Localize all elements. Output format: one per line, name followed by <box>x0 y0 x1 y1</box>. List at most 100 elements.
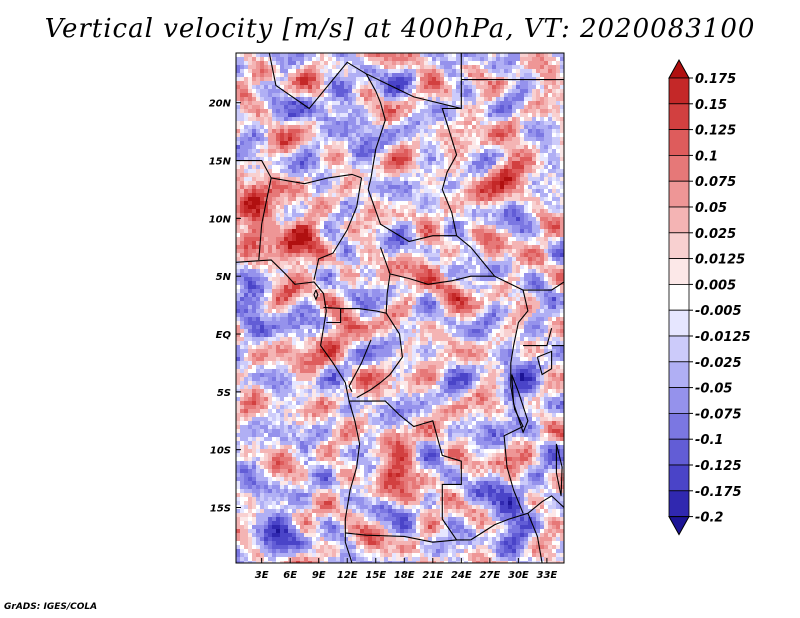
field-cell <box>512 245 516 249</box>
field-cell <box>392 181 396 185</box>
field-cell <box>300 141 304 145</box>
field-cell <box>352 157 356 161</box>
field-cell <box>404 57 408 61</box>
field-cell <box>364 205 368 209</box>
field-cell <box>472 57 476 61</box>
field-cell <box>272 85 276 89</box>
field-cell <box>456 209 460 213</box>
field-cell <box>548 301 552 305</box>
field-cell <box>532 285 536 289</box>
field-cell <box>524 257 528 261</box>
field-cell <box>524 289 528 293</box>
field-cell <box>504 61 508 65</box>
field-cell <box>464 121 468 125</box>
field-cell <box>552 153 556 157</box>
field-cell <box>472 173 476 177</box>
field-cell <box>420 237 424 241</box>
field-cell <box>404 305 408 309</box>
field-cell <box>492 245 496 249</box>
field-cell <box>464 133 468 137</box>
field-cell <box>260 149 264 153</box>
field-cell <box>400 257 404 261</box>
field-cell <box>452 305 456 309</box>
field-cell <box>276 305 280 309</box>
field-cell <box>420 173 424 177</box>
field-cell <box>560 89 564 93</box>
field-cell <box>256 57 260 61</box>
field-cell <box>348 225 352 229</box>
field-cell <box>548 125 552 129</box>
field-cell <box>268 137 272 141</box>
field-cell <box>340 69 344 73</box>
field-cell <box>284 265 288 269</box>
field-cell <box>544 281 548 285</box>
field-cell <box>464 77 468 81</box>
field-cell <box>340 81 344 85</box>
field-cell <box>304 65 308 69</box>
field-cell <box>420 77 424 81</box>
field-cell <box>264 97 268 101</box>
field-cell <box>508 157 512 161</box>
field-cell <box>392 285 396 289</box>
field-cell <box>368 253 372 257</box>
field-cell <box>248 129 252 133</box>
field-cell <box>268 145 272 149</box>
field-cell <box>236 273 240 277</box>
field-cell <box>540 269 544 273</box>
field-cell <box>548 53 552 57</box>
field-cell <box>372 245 376 249</box>
field-cell <box>404 69 408 73</box>
field-cell <box>500 157 504 161</box>
field-cell <box>464 149 468 153</box>
field-cell <box>356 305 360 309</box>
field-cell <box>484 53 488 57</box>
field-cell <box>312 265 316 269</box>
field-cell <box>264 309 268 313</box>
field-cell <box>328 225 332 229</box>
field-cell <box>328 241 332 245</box>
field-cell <box>500 81 504 85</box>
field-cell <box>412 297 416 301</box>
field-cell <box>484 277 488 281</box>
field-cell <box>356 97 360 101</box>
field-cell <box>444 293 448 297</box>
field-cell <box>480 305 484 309</box>
field-cell <box>484 169 488 173</box>
field-cell <box>316 229 320 233</box>
field-cell <box>272 113 276 117</box>
field-cell <box>288 301 292 305</box>
field-cell <box>476 153 480 157</box>
field-cell <box>236 217 240 221</box>
field-cell <box>388 145 392 149</box>
field-cell <box>372 221 376 225</box>
field-cell <box>328 93 332 97</box>
field-cell <box>332 145 336 149</box>
field-cell <box>468 293 472 297</box>
field-cell <box>512 257 516 261</box>
field-cell <box>552 121 556 125</box>
field-cell <box>516 105 520 109</box>
field-cell <box>544 301 548 305</box>
field-cell <box>392 157 396 161</box>
field-cell <box>256 273 260 277</box>
field-cell <box>376 65 380 69</box>
field-cell <box>436 69 440 73</box>
field-cell <box>424 85 428 89</box>
field-cell <box>500 113 504 117</box>
field-cell <box>552 165 556 169</box>
field-cell <box>532 205 536 209</box>
field-cell <box>480 285 484 289</box>
field-cell <box>520 257 524 261</box>
field-cell <box>524 145 528 149</box>
field-cell <box>444 145 448 149</box>
field-cell <box>248 225 252 229</box>
field-cell <box>320 185 324 189</box>
field-cell <box>428 129 432 133</box>
field-cell <box>476 237 480 241</box>
field-cell <box>344 73 348 77</box>
field-cell <box>548 89 552 93</box>
field-cell <box>536 229 540 233</box>
field-cell <box>544 113 548 117</box>
field-cell <box>520 137 524 141</box>
field-cell <box>244 137 248 141</box>
